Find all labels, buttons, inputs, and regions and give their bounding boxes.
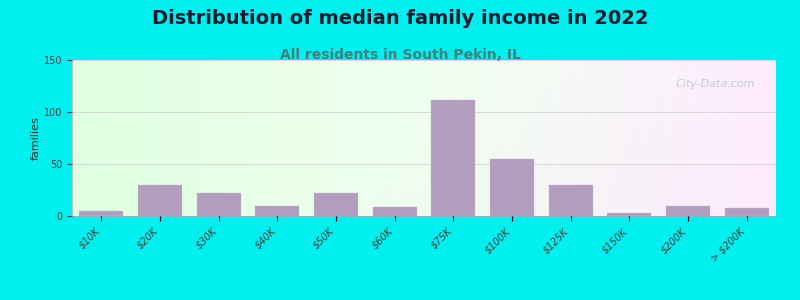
Bar [666, 206, 710, 216]
Bar [549, 185, 593, 216]
Text: All residents in South Pekin, IL: All residents in South Pekin, IL [279, 48, 521, 62]
Bar [373, 207, 417, 216]
Y-axis label: families: families [31, 116, 41, 160]
Bar [197, 193, 241, 216]
Bar [725, 208, 769, 216]
Text: City-Data.com: City-Data.com [675, 79, 755, 89]
Bar [490, 159, 534, 216]
Bar [138, 185, 182, 216]
Bar [607, 213, 651, 216]
Bar [79, 211, 123, 216]
Bar [314, 193, 358, 216]
Text: Distribution of median family income in 2022: Distribution of median family income in … [152, 9, 648, 28]
Bar [255, 206, 299, 216]
Bar [431, 100, 475, 216]
